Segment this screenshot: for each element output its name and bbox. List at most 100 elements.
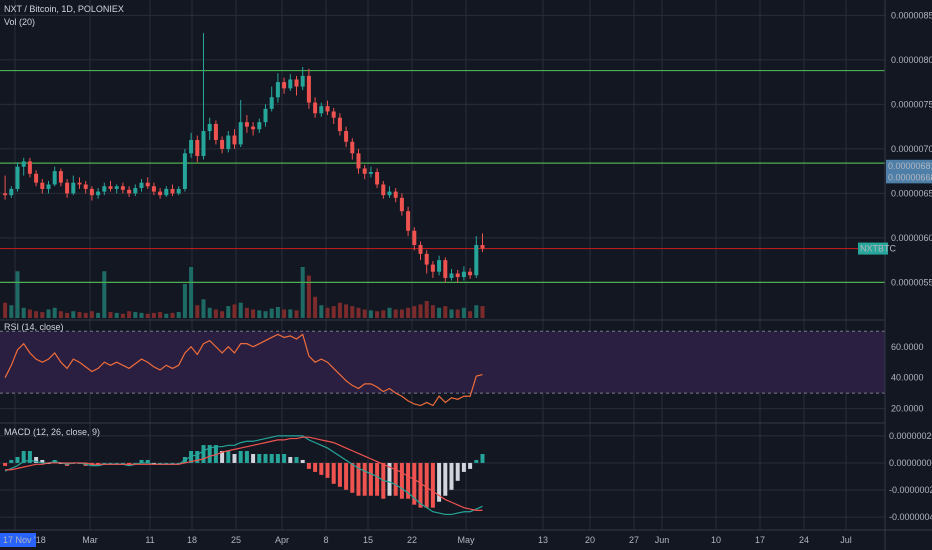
macd-histogram-bar [306,462,311,469]
macd-histogram-bar [195,451,200,463]
macd-histogram-bar [337,462,342,487]
candle-body [83,184,88,189]
macd-histogram-bar [120,462,125,464]
rsi-band-fill [0,331,885,394]
candle-body [337,117,342,132]
volume-label[interactable]: Vol (20) [4,17,35,27]
volume-bar [114,312,119,318]
candle-body [46,184,51,189]
volume-bar [201,299,206,318]
candle-body [480,245,485,249]
time-tick-label: 13 [538,535,548,545]
volume-bar [164,313,169,318]
macd-histogram-bar [406,462,411,499]
macd-histogram-bar [164,462,169,464]
macd-histogram-bar [387,462,392,496]
macd-histogram-bar [399,462,404,499]
candle-body [34,173,39,183]
candle-body [52,171,57,185]
macd-histogram-bar [362,462,367,496]
volume-bar [331,306,336,318]
macd-histogram-bar [176,462,181,464]
candle-body [207,123,212,132]
candle-body [443,260,448,278]
macd-histogram-bar [344,462,349,490]
volume-bar [3,302,8,318]
volume-bar [474,305,479,318]
macd-axis[interactable]: 0.00000020 0.00000000 -0.00000020 -0.000000… [889,431,932,522]
volume-bar [306,275,311,318]
candle-body [393,191,398,198]
candle-body [145,182,150,187]
volume-bar [325,307,330,318]
macd-tick-label: -0.00000040 [889,512,932,522]
candle-body [244,122,249,127]
volume-bar [195,305,200,318]
volume-bar [269,308,274,318]
macd-histogram-bar [263,454,268,463]
candle-body [15,166,20,189]
candle-body [251,126,256,130]
macd-histogram-bar [201,445,206,463]
volume-bar [437,307,442,318]
time-tick-label: May [457,535,475,545]
macd-histogram-bar [34,456,39,463]
volume-bar [226,306,231,318]
volume-bar [46,309,51,318]
volume-bar [213,309,218,318]
volume-bar [449,309,454,318]
rsi-label[interactable]: RSI (14, close) [4,322,64,332]
price-badge [886,159,932,172]
time-tick-label: 24 [799,535,809,545]
macd-histogram-bar [375,462,380,496]
volume-bar [412,306,417,318]
macd-histogram-bar [275,454,280,463]
macd-histogram-bar [393,462,398,496]
time-axis[interactable]: 17 Nov '18 Mar 11 18 25 Apr 8 15 22 May 13 20 27 Jun 1… [0,533,852,547]
volume-bar [319,305,324,318]
candle-body [325,106,330,112]
candle-body [27,161,32,174]
volume-bar [430,305,435,318]
rsi-tick-label: 40.0000 [891,373,924,383]
candle-body [102,186,107,192]
volume-bar [344,304,349,318]
volume-bar [65,312,70,318]
macd-label[interactable]: MACD (12, 26, close, 9) [4,427,100,437]
volume-bars [3,267,485,318]
macd-histogram-bar [102,462,107,464]
candle-body [455,273,460,278]
macd-histogram-bar [430,462,435,508]
candle-body [96,191,101,196]
rsi-axis[interactable]: 60.0000 40.0000 20.0000 [891,342,924,414]
volume-bar [461,307,466,318]
candle-body [437,260,442,272]
macd-histogram-bar [468,462,473,469]
volume-bar [455,309,460,318]
time-tick-label: 8 [323,535,328,545]
time-tick-label: Jun [655,535,670,545]
macd-histogram-bar [232,454,237,463]
time-tick-label: 18 [187,535,197,545]
macd-histogram-bar [461,462,466,472]
symbol-title[interactable]: NXT / Bitcoin, 1D, POLONIEX [4,4,124,14]
candle-body [406,211,411,231]
macd-histogram-bar [257,454,262,463]
horizontal-lines[interactable] [0,69,885,283]
volume-bar [102,271,107,318]
volume-bar [294,310,299,318]
volume-bar [362,309,367,318]
volume-bar [127,311,132,318]
volume-bar [34,311,39,318]
volume-bar [52,307,57,318]
macd-histogram-bar [412,462,417,505]
macd-histogram-bar [145,459,150,463]
candle-body [282,82,287,89]
price-badge [886,171,932,184]
candle-body [201,131,206,156]
